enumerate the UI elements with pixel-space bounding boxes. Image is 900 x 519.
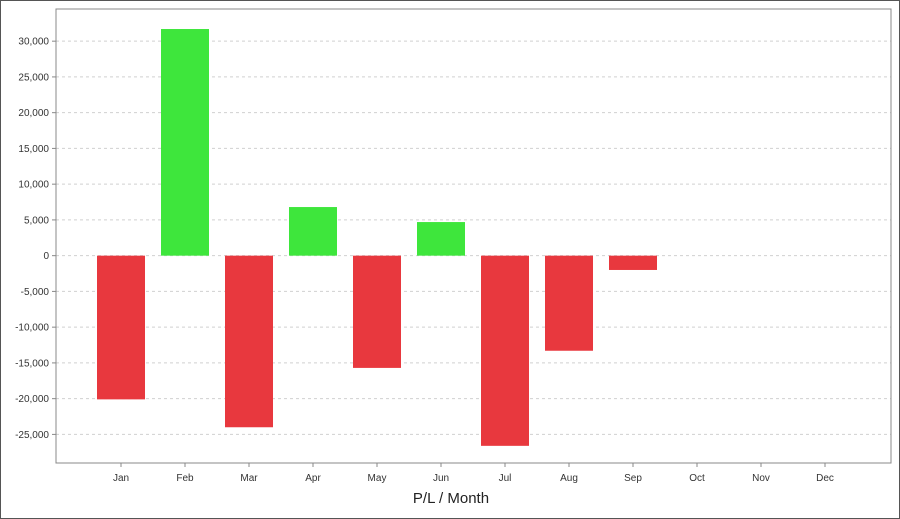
y-tick-label: -20,000 xyxy=(15,394,49,405)
x-tick-label: Feb xyxy=(176,473,194,484)
bar-jul xyxy=(481,255,529,446)
y-tick-label: 20,000 xyxy=(18,108,49,119)
y-tick-label: 0 xyxy=(43,251,49,262)
x-tick-label: Apr xyxy=(305,473,321,484)
y-tick-label: -5,000 xyxy=(21,287,50,298)
x-axis-label: P/L / Month xyxy=(412,490,490,507)
y-tick-label: -25,000 xyxy=(15,430,49,441)
x-tick-label: Dec xyxy=(816,473,834,484)
bar-jan xyxy=(97,255,145,400)
x-tick-label: Sep xyxy=(624,473,642,484)
x-tick-label: Mar xyxy=(240,473,258,484)
x-tick-label: May xyxy=(368,473,387,484)
y-tick-label: 5,000 xyxy=(24,215,49,226)
y-tick-label: 30,000 xyxy=(18,37,49,48)
x-tick-label: Nov xyxy=(752,473,770,484)
bar-aug xyxy=(545,255,593,351)
x-tick-label: Aug xyxy=(560,473,578,484)
x-tick-label: Jun xyxy=(433,473,449,484)
y-tick-label: 25,000 xyxy=(18,72,49,83)
bar-mar xyxy=(225,255,273,428)
bar-apr xyxy=(289,207,337,256)
bar-may xyxy=(353,255,401,368)
x-tick-label: Oct xyxy=(689,473,705,484)
y-tick-label: 10,000 xyxy=(18,180,49,191)
bar-feb xyxy=(161,29,209,256)
plot-area-border xyxy=(55,8,892,464)
y-tick-label: -10,000 xyxy=(15,323,49,334)
y-tick-label: -15,000 xyxy=(15,358,49,369)
y-tick-label: 15,000 xyxy=(18,144,49,155)
x-tick-label: Jul xyxy=(499,473,512,484)
x-tick-label: Jan xyxy=(113,473,129,484)
bar-jun xyxy=(417,222,465,256)
bar-sep xyxy=(609,255,657,270)
